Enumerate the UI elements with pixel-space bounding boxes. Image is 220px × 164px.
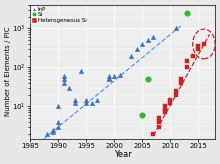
Point (129, 54, 133, 57)
Point (73, 102, 77, 105)
Point (96, 98, 99, 101)
Point (118, 73, 122, 76)
Point (90, 102, 94, 105)
Point (196, 45, 200, 47)
Point (84, 102, 88, 105)
Point (202, 43, 206, 45)
Point (163, 111, 167, 114)
Point (135, 47, 138, 50)
Point (79, 70, 82, 72)
Y-axis label: Number of Elements / PIC: Number of Elements / PIC (5, 27, 11, 116)
Point (174, 27, 178, 30)
Point (152, 132, 155, 135)
Point (185, 11, 189, 14)
Point (163, 105, 167, 108)
X-axis label: Year: Year (114, 150, 132, 159)
Point (180, 78, 183, 81)
Point (62, 78, 66, 81)
Point (51, 129, 54, 131)
Point (68, 86, 71, 89)
Point (174, 93, 178, 96)
Point (45, 132, 49, 135)
Point (73, 98, 77, 101)
Point (169, 98, 172, 101)
Point (56, 105, 60, 108)
Point (62, 75, 66, 77)
Point (107, 76, 110, 79)
Point (56, 121, 60, 123)
Point (146, 78, 150, 81)
Point (191, 54, 194, 57)
Point (180, 82, 183, 84)
Point (157, 117, 161, 120)
Point (62, 82, 66, 84)
Point (146, 39, 150, 41)
Point (157, 121, 161, 123)
Point (141, 114, 144, 116)
Point (84, 98, 88, 101)
Point (185, 66, 189, 69)
Point (107, 78, 110, 81)
Point (107, 75, 110, 77)
Point (157, 125, 161, 128)
Point (169, 102, 172, 105)
Point (196, 47, 200, 50)
Point (152, 36, 155, 38)
Point (56, 125, 60, 128)
Point (185, 59, 189, 62)
Point (51, 131, 54, 133)
Point (141, 43, 144, 45)
Point (174, 90, 178, 92)
Point (163, 109, 167, 112)
Legend: InP, Si, Heterogeneous Si: InP, Si, Heterogeneous Si (31, 6, 87, 24)
Point (112, 75, 116, 77)
